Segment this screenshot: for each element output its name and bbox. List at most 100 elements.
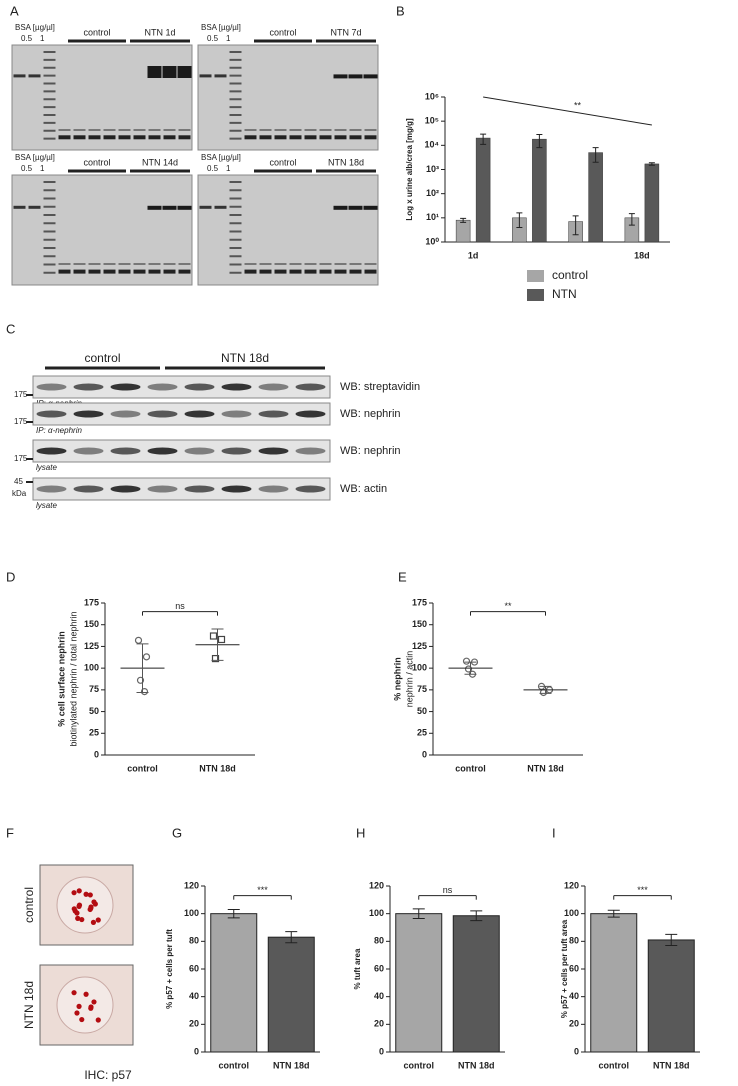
band xyxy=(177,205,192,210)
group-label: NTN 14d xyxy=(142,157,178,167)
band xyxy=(364,263,377,265)
band xyxy=(58,135,71,140)
sd-bar xyxy=(211,628,224,661)
x-tick-label: NTN 18d xyxy=(527,763,564,773)
ladder-band xyxy=(43,82,56,85)
ladder-band xyxy=(43,230,56,233)
band xyxy=(333,74,348,79)
blot-note: lysate xyxy=(36,501,57,510)
bar xyxy=(455,219,471,243)
group-label: control xyxy=(84,351,120,365)
band xyxy=(334,135,347,140)
ladder-band xyxy=(43,189,56,192)
stained-nucleus xyxy=(91,999,97,1005)
marker-label: 45 xyxy=(14,477,23,486)
bar xyxy=(647,939,695,1053)
band xyxy=(148,263,161,265)
band xyxy=(319,263,332,265)
band xyxy=(73,129,86,131)
band xyxy=(348,205,363,210)
ladder-band xyxy=(43,106,56,109)
bsa-label: BSA [µg/µl] xyxy=(201,153,241,162)
y-tick-label: 10² xyxy=(426,188,439,198)
band xyxy=(162,66,177,78)
y-axis-sublabel: biotinylated nephrin / total nephrin xyxy=(68,611,78,746)
band xyxy=(319,135,332,140)
stained-nucleus xyxy=(71,990,77,996)
band xyxy=(349,129,362,131)
blot-band xyxy=(73,485,104,493)
y-tick-label: 10⁰ xyxy=(425,236,439,246)
bar xyxy=(590,913,638,1053)
panel-label: A xyxy=(10,3,19,18)
blot-band xyxy=(110,485,141,493)
band xyxy=(178,135,191,140)
band xyxy=(333,205,348,210)
ladder-band xyxy=(229,238,242,241)
gel xyxy=(197,44,379,151)
band xyxy=(259,269,272,274)
y-tick-label: 150 xyxy=(84,619,99,629)
band xyxy=(118,129,131,131)
bsa-amount: 1 xyxy=(226,164,231,173)
blot-band xyxy=(147,383,178,391)
band xyxy=(88,269,101,274)
group-label: control xyxy=(83,27,110,37)
y-tick-label: 50 xyxy=(89,706,99,716)
ladder-band xyxy=(43,222,56,225)
blot-band xyxy=(184,485,215,493)
stained-nucleus xyxy=(87,906,93,913)
y-tick-label: 120 xyxy=(369,880,384,890)
bsa-amount: 0.5 xyxy=(21,164,33,173)
ladder-band xyxy=(229,230,242,233)
band xyxy=(178,263,191,265)
blot-band xyxy=(184,383,215,391)
bar xyxy=(475,137,491,243)
error-bar xyxy=(628,213,635,226)
band xyxy=(148,269,161,274)
data-point xyxy=(136,676,145,684)
band xyxy=(274,263,287,265)
wb-label: WB: streptavidin xyxy=(340,381,420,393)
blot-band xyxy=(36,447,67,455)
band xyxy=(364,129,377,131)
y-tick-label: 125 xyxy=(412,641,427,651)
x-tick-label: control xyxy=(404,1060,435,1070)
data-point xyxy=(217,635,226,644)
data-point xyxy=(462,657,471,665)
band xyxy=(103,135,116,140)
stained-nucleus xyxy=(83,891,89,897)
error-bar xyxy=(592,147,599,163)
y-tick-label: 120 xyxy=(564,880,579,890)
band xyxy=(259,135,272,140)
error-bar xyxy=(412,908,425,920)
error-bar xyxy=(285,931,298,944)
bsa-amount: 1 xyxy=(40,34,45,43)
ladder-band xyxy=(43,271,56,274)
blot-note: IP: α-nephrin xyxy=(36,426,82,435)
ladder-band xyxy=(43,214,56,216)
band xyxy=(289,263,302,265)
condition-label: NTN 18d xyxy=(22,981,36,1029)
panel-label: F xyxy=(6,825,14,840)
error-bar xyxy=(607,909,620,918)
y-tick-label: 0 xyxy=(194,1046,199,1056)
band xyxy=(147,205,162,210)
bar xyxy=(588,152,603,243)
band xyxy=(148,129,161,131)
ladder-band xyxy=(43,90,56,93)
y-tick-label: 10³ xyxy=(426,164,439,174)
y-tick-label: 50 xyxy=(417,706,427,716)
data-point xyxy=(209,632,218,640)
stained-nucleus xyxy=(75,915,81,921)
bar xyxy=(452,915,500,1053)
blot-band xyxy=(147,485,178,493)
blot-band xyxy=(258,410,289,418)
y-tick-label: 125 xyxy=(84,641,99,651)
x-tick-label: NTN 18d xyxy=(199,763,236,773)
group-label: control xyxy=(83,157,110,167)
band xyxy=(58,263,71,265)
error-bar xyxy=(572,215,579,236)
sd-bar xyxy=(539,685,552,694)
band xyxy=(103,129,116,131)
